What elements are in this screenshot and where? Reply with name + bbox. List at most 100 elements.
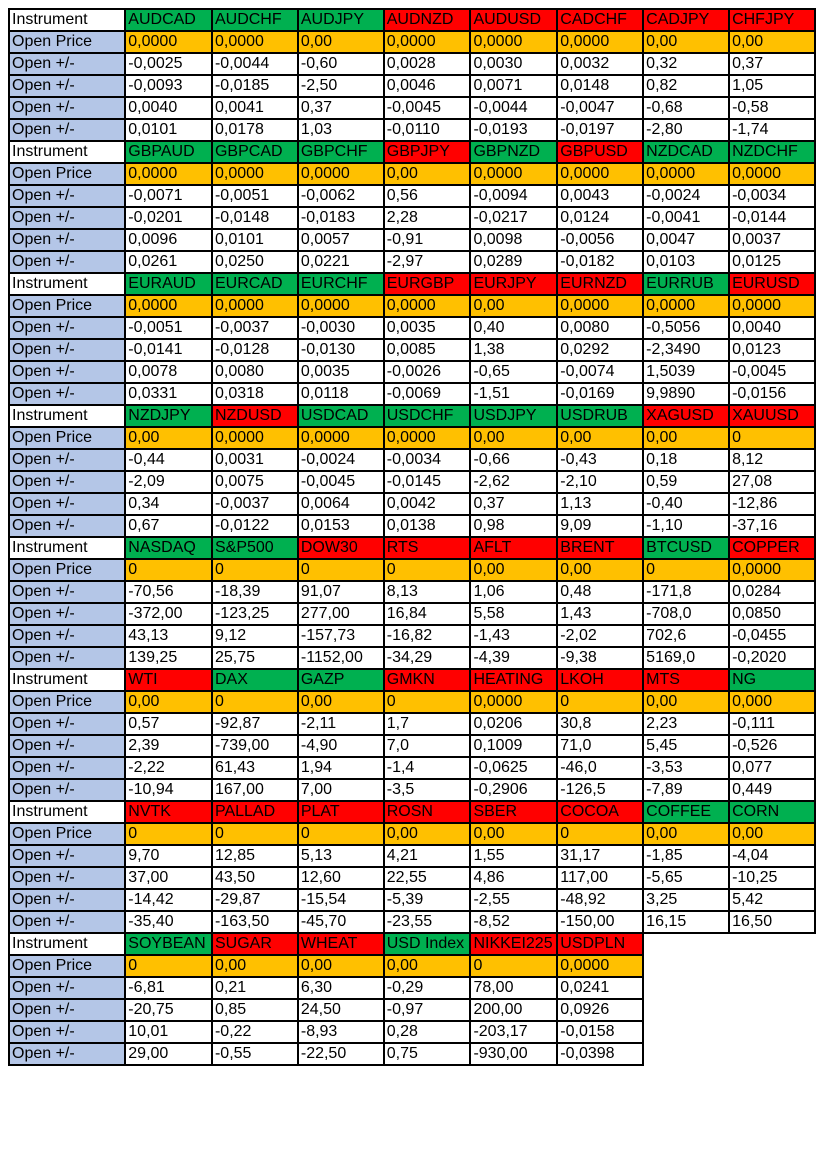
instrument-name-cell[interactable]: DOW30 xyxy=(296,536,385,560)
open-price-cell[interactable]: 0 xyxy=(296,822,385,846)
open-price-cell[interactable]: 0,00 xyxy=(642,30,731,54)
open-change-cell[interactable]: 3,25 xyxy=(642,888,731,912)
open-change-cell[interactable]: 0,0101 xyxy=(124,118,213,142)
open-change-cell[interactable]: 31,17 xyxy=(556,844,645,868)
instrument-name-cell[interactable]: CADCHF xyxy=(556,8,645,32)
open-change-cell[interactable]: -0,0024 xyxy=(296,448,385,472)
open-change-cell[interactable]: 22,55 xyxy=(382,866,472,890)
open-change-cell[interactable]: 0,0138 xyxy=(382,514,472,538)
open-change-cell[interactable]: 0,0030 xyxy=(469,52,559,76)
open-price-cell[interactable]: 0,00 xyxy=(124,426,213,450)
instrument-name-cell[interactable]: USDJPY xyxy=(469,404,559,428)
instrument-name-cell[interactable]: AUDCHF xyxy=(210,8,299,32)
open-change-cell[interactable]: -1,4 xyxy=(382,756,472,780)
open-price-cell[interactable]: 0,00 xyxy=(556,426,645,450)
open-change-cell[interactable]: -9,38 xyxy=(556,646,645,670)
open-price-cell[interactable]: 0,0000 xyxy=(210,30,299,54)
open-change-cell[interactable]: 43,13 xyxy=(124,624,213,648)
open-price-cell[interactable]: 0,0000 xyxy=(124,30,213,54)
instrument-name-cell[interactable]: NASDAQ xyxy=(124,536,213,560)
instrument-name-cell[interactable]: HEATING xyxy=(469,668,559,692)
open-change-cell[interactable]: 0,0096 xyxy=(124,228,213,252)
open-change-cell[interactable]: -1,85 xyxy=(642,844,731,868)
instrument-name-cell[interactable]: USDCHF xyxy=(382,404,472,428)
open-change-cell[interactable]: -0,0034 xyxy=(728,184,816,208)
open-change-cell[interactable]: 0,0028 xyxy=(382,52,472,76)
open-change-cell[interactable]: 0,0118 xyxy=(296,382,385,406)
open-change-cell[interactable]: 0,0206 xyxy=(469,712,559,736)
open-change-cell[interactable]: -0,0197 xyxy=(556,118,645,142)
open-change-cell[interactable]: 0,0043 xyxy=(556,184,645,208)
open-change-cell[interactable]: -0,0185 xyxy=(210,74,299,98)
open-change-cell[interactable]: -203,17 xyxy=(469,1020,559,1044)
open-change-cell[interactable]: 2,23 xyxy=(642,712,731,736)
open-price-cell[interactable]: 0,0000 xyxy=(210,162,299,186)
open-change-cell[interactable]: 61,43 xyxy=(210,756,299,780)
open-change-cell[interactable]: -1,51 xyxy=(469,382,559,406)
open-change-cell[interactable]: 0,0040 xyxy=(728,316,816,340)
open-price-cell[interactable]: 0,00 xyxy=(382,162,472,186)
open-change-cell[interactable]: -0,0183 xyxy=(296,206,385,230)
open-change-cell[interactable]: 0,18 xyxy=(642,448,731,472)
instrument-name-cell[interactable]: GMKN xyxy=(382,668,472,692)
open-change-cell[interactable]: 0,077 xyxy=(728,756,816,780)
open-price-cell[interactable]: 0,00 xyxy=(296,954,385,978)
open-change-cell[interactable]: 0,0261 xyxy=(124,250,213,274)
open-change-cell[interactable]: 71,0 xyxy=(556,734,645,758)
open-change-cell[interactable]: 117,00 xyxy=(556,866,645,890)
open-change-cell[interactable]: -45,70 xyxy=(296,910,385,934)
open-change-cell[interactable]: -2,62 xyxy=(469,470,559,494)
instrument-name-cell[interactable]: WTI xyxy=(124,668,213,692)
open-change-cell[interactable]: -2,50 xyxy=(296,74,385,98)
open-change-cell[interactable]: 1,13 xyxy=(556,492,645,516)
open-price-cell[interactable]: 0,0000 xyxy=(642,162,731,186)
instrument-name-cell[interactable]: ROSN xyxy=(382,800,472,824)
open-change-cell[interactable]: -2,02 xyxy=(556,624,645,648)
open-change-cell[interactable]: 0,0035 xyxy=(296,360,385,384)
instrument-name-cell[interactable]: GBPAUD xyxy=(124,140,213,164)
open-change-cell[interactable]: -1,43 xyxy=(469,624,559,648)
open-change-cell[interactable]: 0,0042 xyxy=(382,492,472,516)
open-price-cell[interactable]: 0,00 xyxy=(469,294,559,318)
open-change-cell[interactable]: 9,09 xyxy=(556,514,645,538)
open-change-cell[interactable]: 0,0040 xyxy=(124,96,213,120)
open-price-cell[interactable]: 0,00 xyxy=(556,558,645,582)
open-change-cell[interactable]: 0,34 xyxy=(124,492,213,516)
open-change-cell[interactable]: -0,0217 xyxy=(469,206,559,230)
open-price-cell[interactable]: 0 xyxy=(469,954,559,978)
open-change-cell[interactable]: 0,1009 xyxy=(469,734,559,758)
open-change-cell[interactable]: -0,68 xyxy=(642,96,731,120)
open-price-cell[interactable]: 0,0000 xyxy=(469,30,559,54)
open-change-cell[interactable]: 0,32 xyxy=(642,52,731,76)
open-change-cell[interactable]: -37,16 xyxy=(728,514,816,538)
open-price-cell[interactable]: 0,00 xyxy=(296,690,385,714)
open-change-cell[interactable]: 0,0125 xyxy=(728,250,816,274)
open-change-cell[interactable]: 2,28 xyxy=(382,206,472,230)
open-change-cell[interactable]: -0,0128 xyxy=(210,338,299,362)
open-price-cell[interactable]: 0,00 xyxy=(642,822,731,846)
open-change-cell[interactable]: 0,0318 xyxy=(210,382,299,406)
open-change-cell[interactable]: 7,0 xyxy=(382,734,472,758)
instrument-name-cell[interactable]: XAGUSD xyxy=(642,404,731,428)
open-change-cell[interactable]: -46,0 xyxy=(556,756,645,780)
open-change-cell[interactable]: -0,526 xyxy=(728,734,816,758)
open-change-cell[interactable]: -0,0193 xyxy=(469,118,559,142)
open-change-cell[interactable]: 1,7 xyxy=(382,712,472,736)
instrument-name-cell[interactable]: DAX xyxy=(210,668,299,692)
open-change-cell[interactable]: 1,38 xyxy=(469,338,559,362)
open-change-cell[interactable]: 0,0101 xyxy=(210,228,299,252)
instrument-name-cell[interactable]: AUDUSD xyxy=(469,8,559,32)
open-change-cell[interactable]: -930,00 xyxy=(469,1042,559,1066)
open-change-cell[interactable]: 91,07 xyxy=(296,580,385,604)
instrument-name-cell[interactable]: CORN xyxy=(728,800,816,824)
open-change-cell[interactable]: -2,10 xyxy=(556,470,645,494)
open-change-cell[interactable]: -0,0069 xyxy=(382,382,472,406)
open-change-cell[interactable]: 16,15 xyxy=(642,910,731,934)
open-change-cell[interactable]: -171,8 xyxy=(642,580,731,604)
instrument-name-cell[interactable]: BRENT xyxy=(556,536,645,560)
open-change-cell[interactable]: 43,50 xyxy=(210,866,299,890)
open-change-cell[interactable]: -0,0182 xyxy=(556,250,645,274)
instrument-name-cell[interactable]: GBPNZD xyxy=(469,140,559,164)
open-change-cell[interactable]: -1,74 xyxy=(728,118,816,142)
open-change-cell[interactable]: 10,01 xyxy=(124,1020,213,1044)
